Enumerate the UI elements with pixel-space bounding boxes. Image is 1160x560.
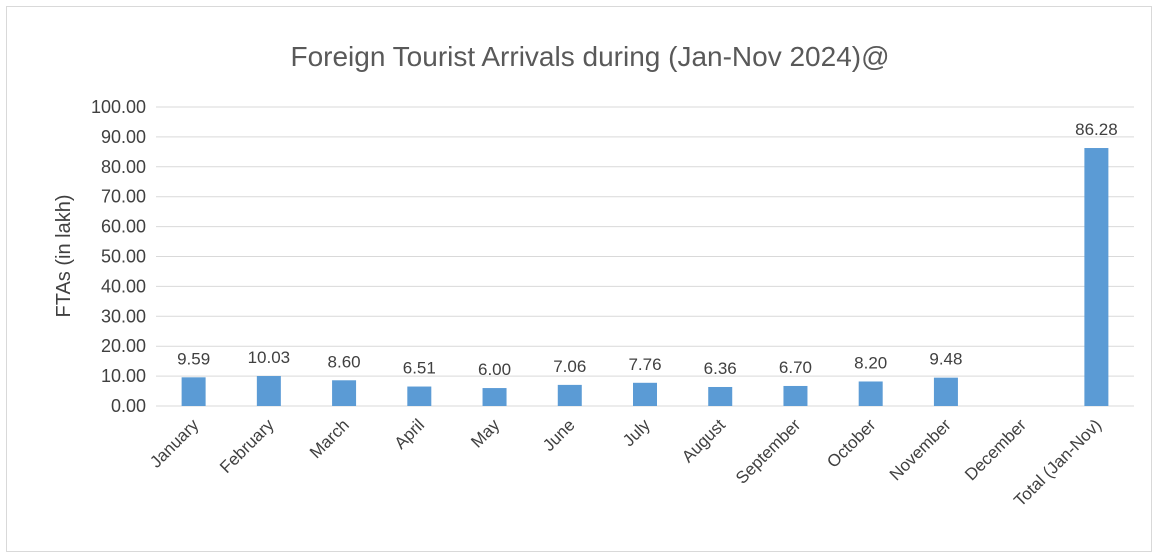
- data-label: 8.20: [854, 353, 887, 372]
- y-tick-label: 90.00: [101, 127, 146, 147]
- bar: [256, 376, 281, 406]
- x-category-label: July: [619, 415, 654, 450]
- x-axis-categories: January February March April May June July Augu…: [146, 415, 1105, 510]
- data-label: 8.60: [328, 352, 361, 371]
- bar: [933, 377, 958, 406]
- data-label: 7.06: [553, 357, 586, 376]
- y-tick-label: 60.00: [101, 217, 146, 237]
- bars: [181, 148, 1109, 406]
- data-label: 6.51: [403, 359, 436, 378]
- y-tick-label: 70.00: [101, 187, 146, 207]
- x-category-label: August: [678, 415, 729, 466]
- y-tick-label: 40.00: [101, 276, 146, 296]
- x-category-label: December: [961, 415, 1030, 484]
- bar: [1084, 148, 1109, 406]
- bar: [407, 386, 432, 406]
- y-tick-label: 10.00: [101, 366, 146, 386]
- data-label: 9.59: [177, 349, 210, 368]
- data-label: 6.36: [704, 359, 737, 378]
- y-tick-label: 50.00: [101, 247, 146, 267]
- y-tick-label: 100.00: [91, 97, 146, 117]
- x-category-label: June: [539, 415, 579, 455]
- y-axis-ticks: 0.00 10.00 20.00 30.00 40.00 50.00 60.00 70.00 8…: [91, 97, 146, 416]
- bar: [633, 382, 657, 406]
- bar: [332, 380, 357, 406]
- data-label: 7.76: [628, 355, 661, 374]
- chart-frame: [6, 6, 1152, 552]
- bar: [181, 377, 206, 406]
- x-category-label: May: [467, 415, 503, 451]
- data-label: 86.28: [1075, 120, 1118, 139]
- x-category-label: October: [823, 415, 879, 471]
- gridlines: [156, 106, 1134, 407]
- bar: [482, 388, 507, 406]
- y-tick-label: 30.00: [101, 306, 146, 326]
- y-tick-label: 0.00: [111, 396, 146, 416]
- x-category-label: April: [391, 415, 428, 452]
- bar: [858, 381, 883, 406]
- y-axis-label: FTAs (in lakh): [53, 195, 75, 318]
- x-category-label: March: [306, 415, 353, 462]
- data-label: 9.48: [929, 350, 962, 369]
- x-category-label: February: [216, 415, 278, 477]
- y-tick-label: 20.00: [101, 336, 146, 356]
- x-category-label: September: [732, 415, 804, 487]
- bar: [708, 386, 733, 406]
- x-category-label: January: [146, 415, 203, 472]
- y-tick-label: 80.00: [101, 157, 146, 177]
- bar: [557, 384, 582, 406]
- data-label: 6.70: [779, 358, 812, 377]
- data-labels: 9.59 10.03 8.60 6.51 6.00 7.06 7.76 6.36 6.70 8.2…: [177, 120, 1118, 379]
- data-label: 10.03: [248, 348, 291, 367]
- data-label: 6.00: [478, 360, 511, 379]
- bar: [783, 385, 808, 406]
- x-category-label: November: [886, 415, 955, 484]
- chart-title: Foreign Tourist Arrivals during (Jan-Nov…: [290, 41, 889, 72]
